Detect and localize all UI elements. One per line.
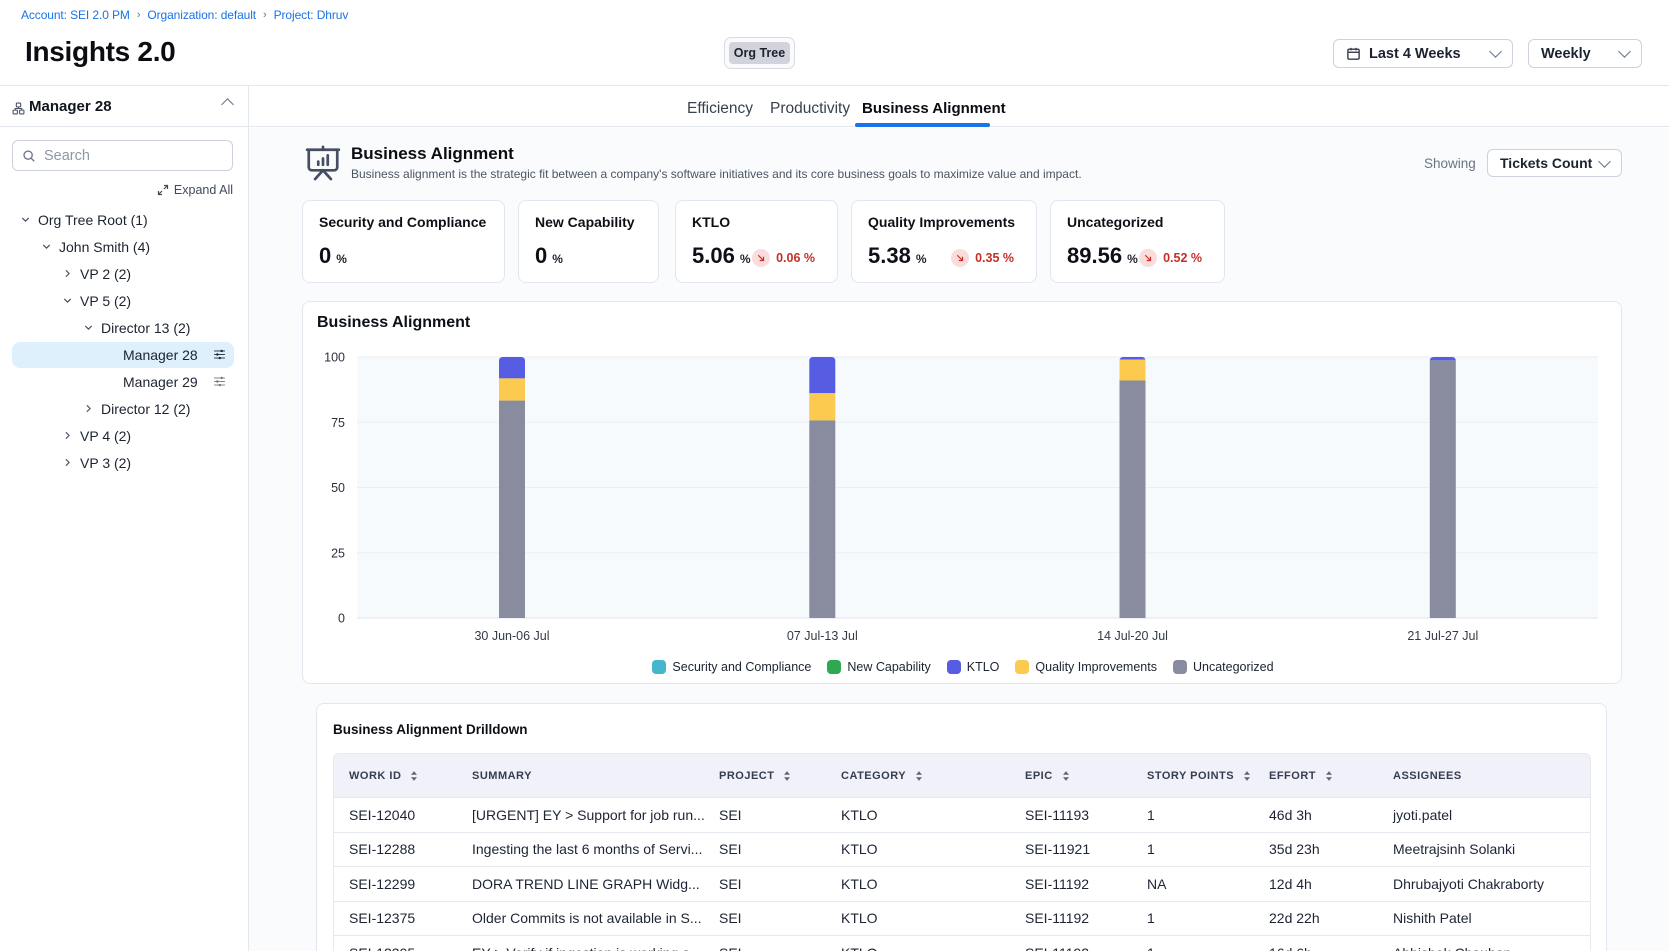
- svg-text:75: 75: [331, 416, 345, 430]
- svg-text:07 Jul-13 Jul: 07 Jul-13 Jul: [787, 629, 858, 643]
- svg-text:30 Jun-06 Jul: 30 Jun-06 Jul: [474, 629, 549, 643]
- svg-text:0: 0: [338, 612, 345, 626]
- svg-text:25: 25: [331, 546, 345, 560]
- svg-text:21 Jul-27 Jul: 21 Jul-27 Jul: [1407, 629, 1478, 643]
- svg-text:50: 50: [331, 481, 345, 495]
- svg-text:14 Jul-20 Jul: 14 Jul-20 Jul: [1097, 629, 1168, 643]
- svg-text:100: 100: [324, 351, 345, 365]
